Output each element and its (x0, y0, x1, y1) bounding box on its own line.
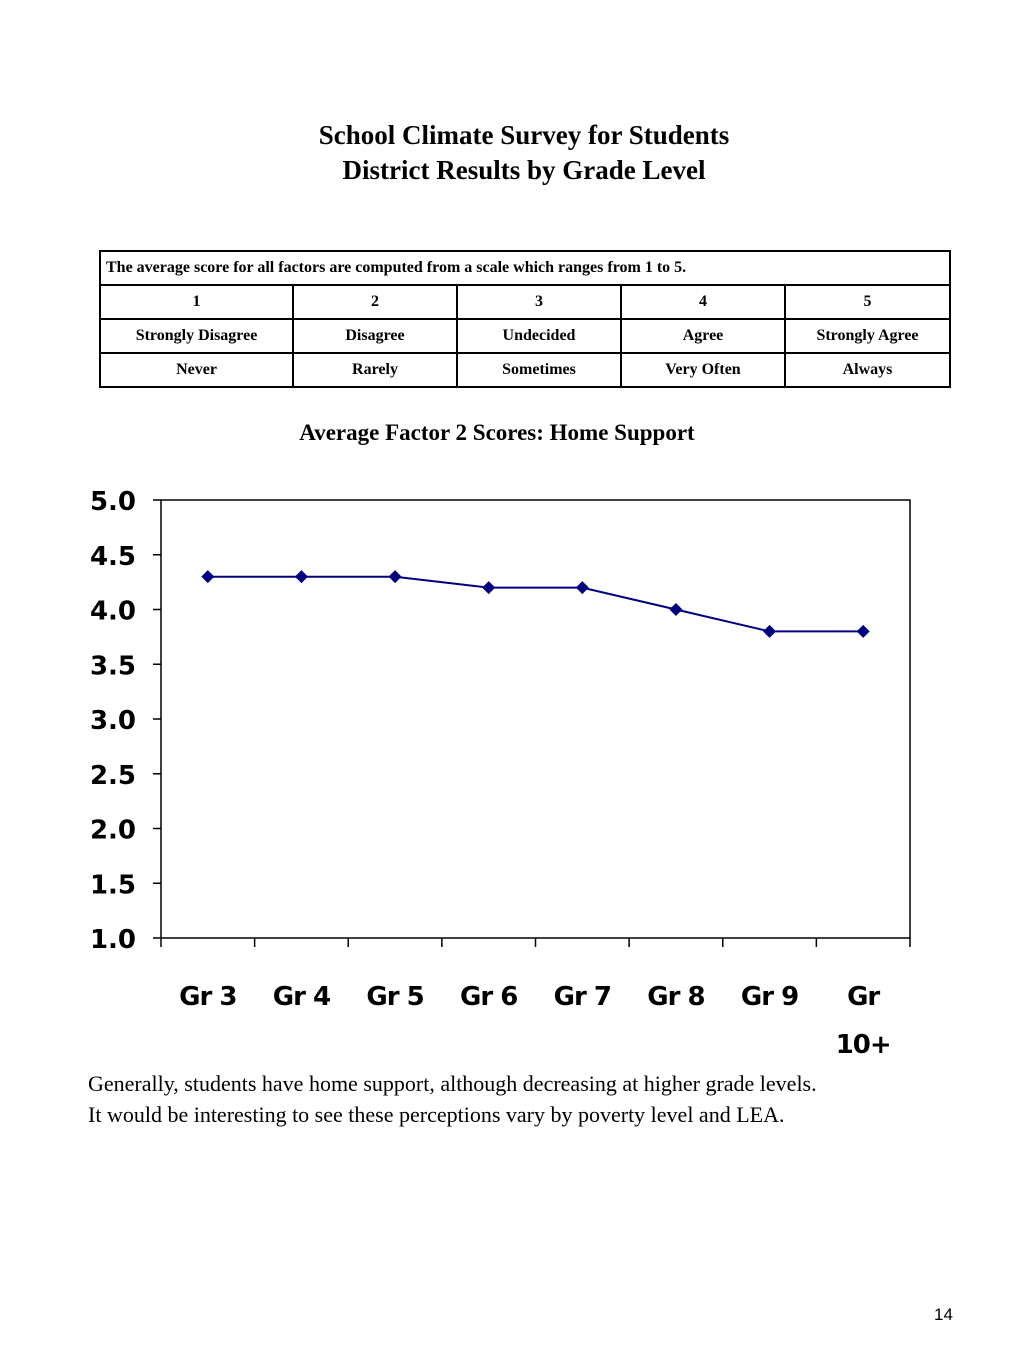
y-tick-label: 4.0 (90, 597, 136, 627)
x-tick-label: Gr 8 (647, 982, 704, 1012)
y-tick-label: 1.5 (90, 870, 136, 900)
scale-agreement: Disagree (292, 318, 458, 354)
caption-line-1: Generally, students have home support, a… (88, 1071, 817, 1096)
page-number: 14 (934, 1305, 953, 1324)
data-point (201, 570, 215, 584)
data-point (669, 603, 683, 616)
y-tick-label: 3.5 (90, 651, 136, 681)
y-tick-label: 2.5 (90, 761, 136, 791)
scale-frequency: Never (99, 352, 294, 388)
page-title: School Climate Survey for Students Distr… (0, 118, 1024, 188)
x-tick-label: Gr 10+ (836, 982, 891, 1060)
x-axis: Gr 3 Gr 4 Gr 5 Gr 6 Gr 7 Gr 8 Gr 9 Gr 10+ (160, 938, 911, 1060)
scale-number: 4 (620, 284, 786, 320)
data-point (482, 581, 496, 595)
x-tick-label: Gr 4 (273, 982, 330, 1012)
scale-table: The average score for all factors are co… (99, 250, 951, 388)
caption: Generally, students have home support, a… (88, 1068, 817, 1130)
y-tick-label: 1.0 (90, 925, 136, 955)
title-line-2: District Results by Grade Level (342, 155, 706, 185)
scale-agreement: Strongly Agree (784, 318, 951, 354)
scale-number: 3 (456, 284, 622, 320)
scale-agreement: Strongly Disagree (99, 318, 294, 354)
scale-number: 5 (784, 284, 951, 320)
x-tick-label-line: Gr 9 (741, 982, 798, 1012)
data-point (575, 581, 589, 595)
y-tick-label: 4.5 (90, 542, 136, 572)
x-tick-label: Gr 9 (741, 982, 798, 1012)
scale-number-row: 1 2 3 4 5 (99, 284, 951, 320)
x-tick-label: Gr 7 (554, 982, 611, 1012)
line-chart: 1.0 1.5 2.0 2.5 3.0 3.5 4.0 4.5 5.0 Gr 3 Gr 4 Gr 5… (90, 487, 911, 1060)
data-point (763, 624, 777, 638)
y-axis: 1.0 1.5 2.0 2.5 3.0 3.5 4.0 4.5 5.0 (90, 487, 161, 955)
scale-number: 2 (292, 284, 458, 320)
x-tick-label-line: Gr 5 (366, 982, 423, 1012)
scale-frequency-row: Never Rarely Sometimes Very Often Always (99, 352, 951, 388)
plot-area (160, 499, 911, 939)
data-point (388, 570, 402, 584)
scale-frequency: Sometimes (456, 352, 622, 388)
series-layer (201, 570, 870, 638)
x-tick-label-line: Gr 8 (647, 982, 704, 1012)
x-tick-label: Gr 5 (366, 982, 423, 1012)
x-tick-label-line: Gr 6 (460, 982, 517, 1012)
y-tick-label: 5.0 (90, 487, 136, 517)
scale-note-row: The average score for all factors are co… (99, 250, 951, 286)
scale-number: 1 (99, 284, 294, 320)
scale-agreement: Agree (620, 318, 786, 354)
scale-agreement: Undecided (456, 318, 622, 354)
y-tick-label: 2.0 (90, 816, 136, 846)
scale-agreement-row: Strongly Disagree Disagree Undecided Agr… (99, 318, 951, 354)
data-point (294, 570, 308, 584)
x-tick-label-line: 10+ (836, 1030, 891, 1060)
data-point (856, 624, 870, 638)
x-tick-label-line: Gr (847, 982, 880, 1012)
scale-note: The average score for all factors are co… (99, 250, 951, 286)
x-tick-label-line: Gr 4 (273, 982, 330, 1012)
scale-frequency: Very Often (620, 352, 786, 388)
x-tick-label-line: Gr 3 (179, 982, 236, 1012)
x-tick-label: Gr 3 (179, 982, 236, 1012)
series-line (207, 575, 864, 633)
y-tick-label: 3.0 (90, 706, 136, 736)
x-tick-label: Gr 6 (460, 982, 517, 1012)
x-tick-label-line: Gr 7 (554, 982, 611, 1012)
title-line-1: School Climate Survey for Students (318, 120, 730, 150)
chart-title: Average Factor 2 Scores: Home Support (299, 420, 695, 445)
caption-line-2: It would be interesting to see these per… (88, 1102, 785, 1127)
scale-frequency: Rarely (292, 352, 458, 388)
scale-frequency: Always (784, 352, 951, 388)
